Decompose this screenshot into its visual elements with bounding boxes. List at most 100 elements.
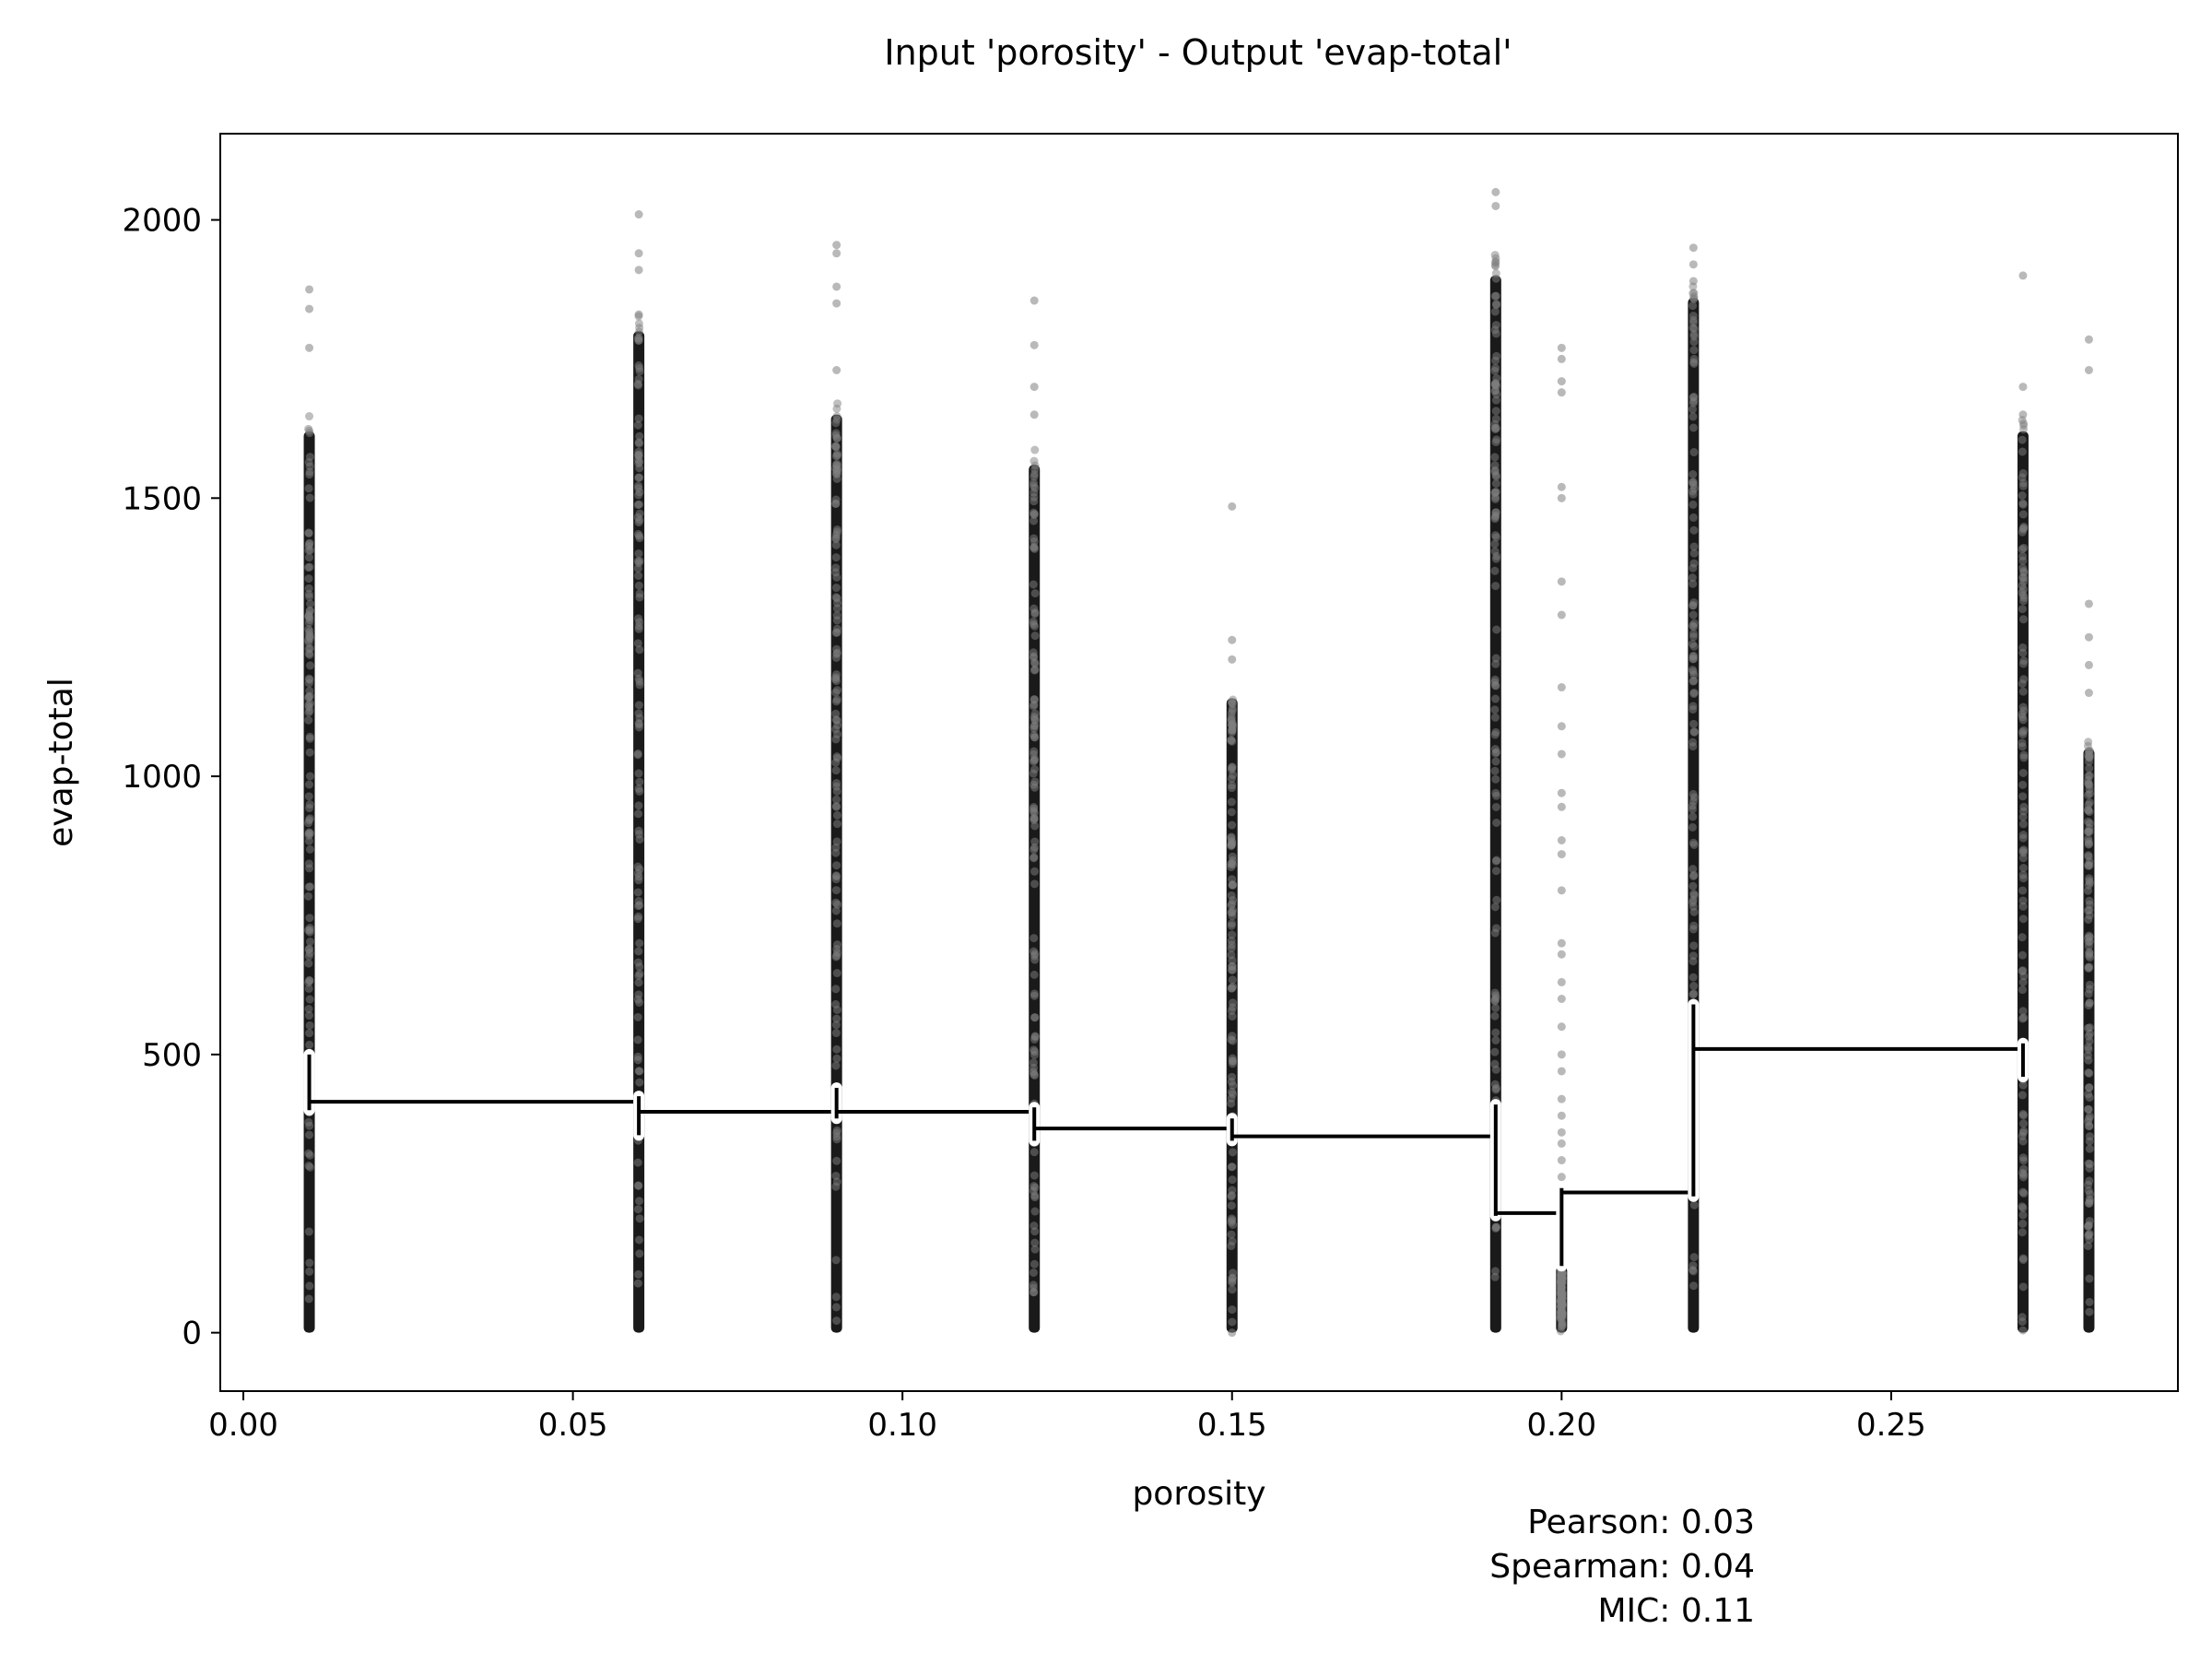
scatter-point — [305, 800, 314, 809]
scatter-point — [1557, 1310, 1566, 1319]
chart-title: Input 'porosity' - Output 'evap-total' — [884, 32, 1512, 73]
scatter-point — [831, 906, 841, 915]
scatter-point — [1030, 621, 1040, 631]
scatter-point — [1491, 395, 1500, 405]
scatter-point — [2085, 764, 2094, 773]
scatter-point — [304, 859, 313, 868]
scatter-point — [832, 729, 841, 738]
scatter-point — [633, 862, 642, 871]
scatter-point — [1688, 639, 1697, 648]
scatter-point — [1030, 733, 1039, 742]
scatter-point — [831, 563, 841, 572]
scatter-point — [2085, 1144, 2094, 1153]
scatter-point — [304, 1011, 313, 1021]
scatter-point — [1492, 301, 1501, 310]
scatter-point — [1030, 1238, 1040, 1247]
scatter-point — [2018, 1313, 2027, 1322]
scatter-point — [1491, 479, 1500, 489]
scatter-point — [2085, 1036, 2094, 1045]
scatter-point — [1689, 1253, 1699, 1262]
scatter-point — [635, 367, 644, 376]
scatter-point — [1490, 705, 1500, 714]
scatter-point — [635, 589, 644, 598]
scatter-point — [1689, 941, 1699, 950]
scatter-point — [2018, 1173, 2028, 1182]
scatter-point — [2084, 817, 2093, 826]
scatter-point — [1557, 343, 1566, 352]
scatter-point — [1228, 984, 1237, 993]
scatter-point — [305, 976, 314, 985]
scatter-point — [304, 715, 313, 725]
scatter-point — [1557, 722, 1566, 731]
scatter-point — [2018, 643, 2028, 652]
scatter-point — [831, 802, 841, 811]
scatter-point — [1557, 995, 1566, 1004]
scatter-point — [1029, 580, 1038, 589]
scatter-point — [634, 310, 643, 319]
scatter-point — [2018, 896, 2028, 905]
scatter-point — [634, 896, 643, 905]
scatter-point — [2018, 792, 2028, 801]
scatter-point — [1557, 1292, 1566, 1302]
scatter-point — [305, 732, 314, 741]
scatter-point — [1030, 589, 1040, 598]
scatter-point — [304, 891, 313, 901]
scatter-point — [1228, 1328, 1237, 1338]
scatter-point — [1689, 619, 1699, 628]
scatter-point — [634, 701, 643, 710]
scatter-point — [1030, 1245, 1040, 1254]
scatter-point — [633, 668, 642, 678]
scatter-point — [1227, 921, 1236, 930]
scatter-point — [634, 972, 643, 981]
scatter-point — [1557, 835, 1566, 844]
scatter-point — [634, 490, 643, 500]
scatter-point — [832, 1054, 841, 1063]
scatter-point — [1030, 1227, 1040, 1236]
scatter-column — [830, 241, 842, 1333]
scatter-point — [635, 962, 644, 972]
scatter-point — [1227, 784, 1236, 793]
scatter-point — [2085, 953, 2094, 962]
scatter-point — [1689, 889, 1699, 898]
scatter-point — [634, 438, 643, 447]
scatter-point — [1689, 542, 1699, 551]
x-tick-label: 0.20 — [1526, 1407, 1596, 1444]
scatter-point — [2018, 874, 2028, 883]
scatter-point — [634, 809, 643, 819]
scatter-point — [305, 914, 314, 923]
scatter-point — [832, 449, 841, 458]
scatter-point — [633, 750, 642, 760]
scatter-point — [1557, 577, 1566, 586]
scatter-point — [2085, 1137, 2094, 1146]
scatter-point — [832, 1014, 841, 1023]
scatter-point — [1688, 677, 1698, 686]
scatter-point — [634, 581, 643, 590]
scatter-point — [635, 1078, 644, 1087]
scatter-point — [305, 1281, 314, 1291]
scatter-point — [2018, 863, 2028, 872]
scatter-point — [2084, 660, 2093, 669]
scatter-point — [1491, 867, 1500, 876]
x-tick-label: 0.10 — [867, 1407, 937, 1444]
scatter-point — [1557, 493, 1566, 502]
scatter-point — [1557, 1050, 1566, 1059]
scatter-point — [1688, 500, 1698, 509]
scatter-point — [1227, 808, 1236, 817]
scatter-point — [2018, 584, 2028, 594]
scatter-point — [635, 1067, 644, 1076]
scatter-point — [1490, 453, 1500, 462]
scatter-point — [832, 1128, 841, 1138]
scatter-point — [2018, 615, 2028, 624]
scatter-point — [831, 1021, 841, 1030]
scatter-column — [633, 210, 645, 1333]
scatter-point — [1030, 845, 1039, 855]
scatter-point — [305, 343, 314, 352]
scatter-point — [1688, 881, 1698, 891]
scatter-point — [2085, 998, 2094, 1008]
scatter-point — [1030, 340, 1039, 349]
scatter-point — [1490, 928, 1500, 938]
y-tick-label: 0 — [182, 1316, 202, 1352]
scatter-column — [303, 285, 315, 1333]
scatter-point — [832, 366, 841, 375]
scatter-point — [1030, 879, 1040, 889]
